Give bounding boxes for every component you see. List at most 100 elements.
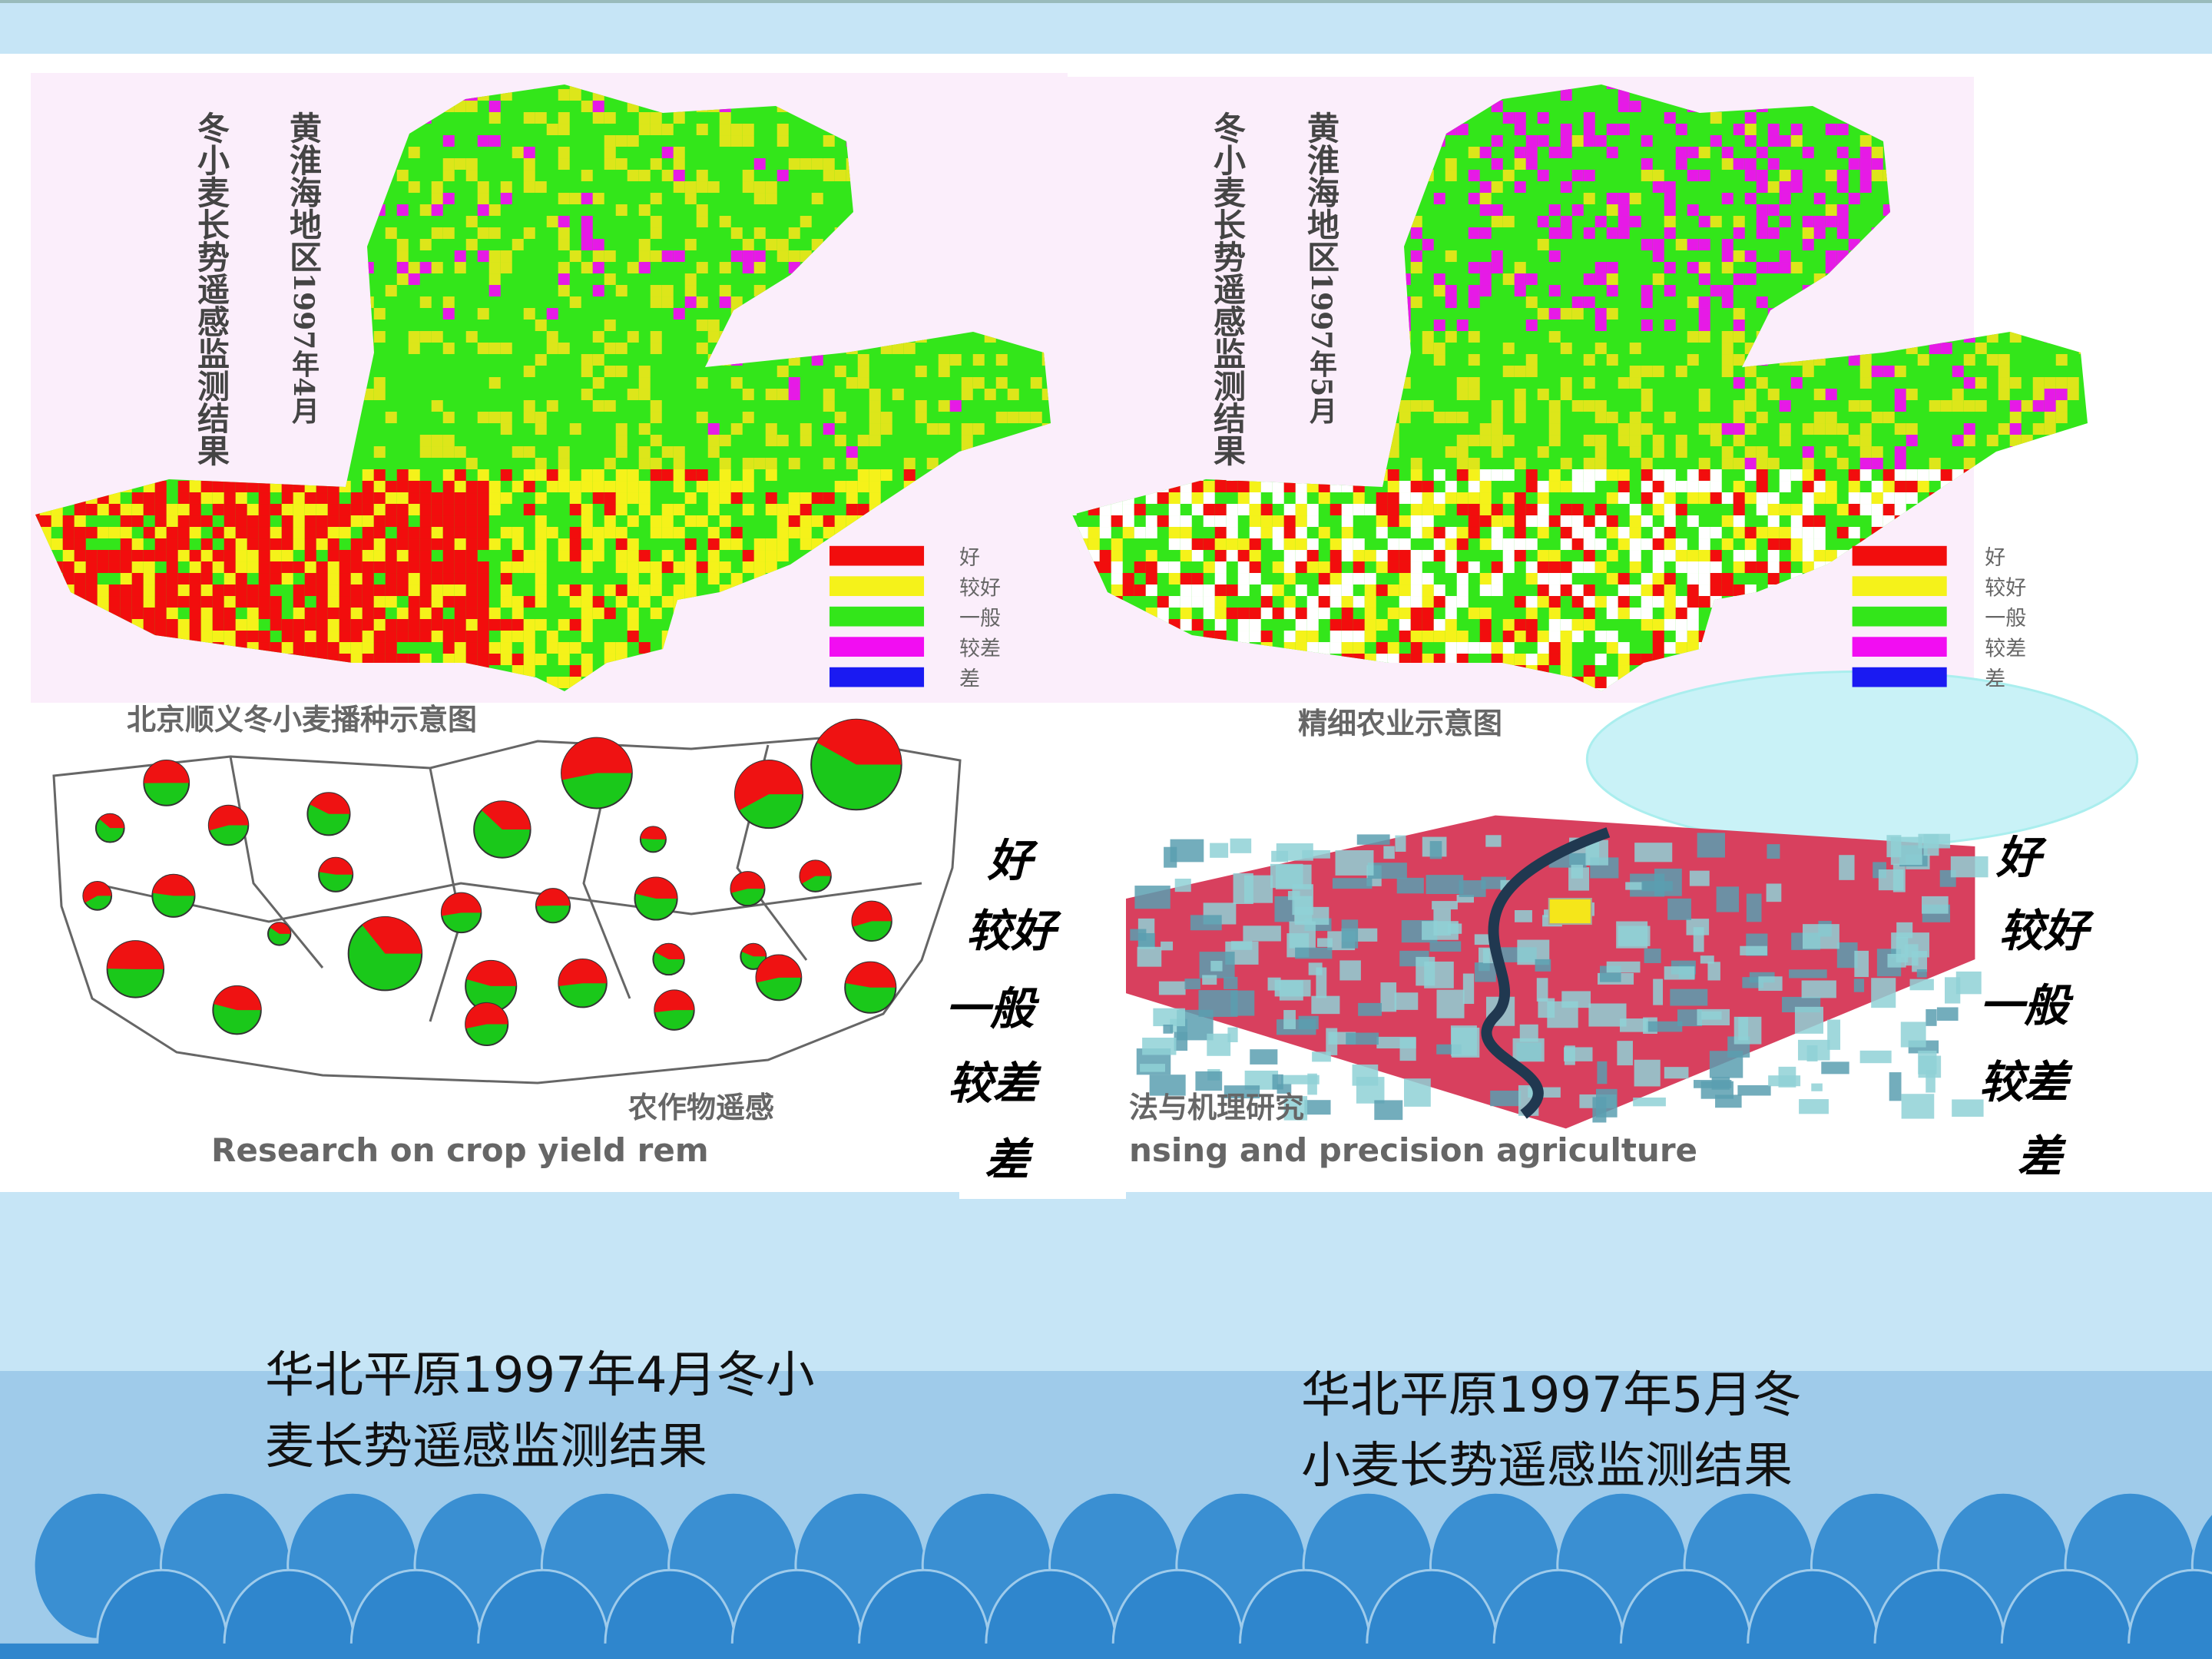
map-pixel <box>1537 446 1549 459</box>
map-pixel <box>707 423 720 435</box>
map-pixel <box>627 389 639 401</box>
map-pixel <box>1583 584 1595 597</box>
map-pixel <box>281 573 293 585</box>
map-pixel <box>131 596 144 608</box>
map-pixel <box>1525 481 1538 493</box>
map-pixel <box>1364 504 1376 516</box>
map-pixel <box>385 573 397 585</box>
map-pixel <box>108 561 121 574</box>
map-pixel <box>1330 573 1342 585</box>
map-pixel <box>650 331 662 343</box>
map-pixel <box>419 584 432 597</box>
map-pixel <box>2055 400 2068 412</box>
map-date: 1997年4月 <box>287 273 320 424</box>
map-pixel <box>1410 550 1422 562</box>
satellite-pixel <box>1641 881 1673 892</box>
map-pixel <box>385 227 397 240</box>
map-pixel <box>1629 504 1641 516</box>
map-pixel <box>673 481 685 493</box>
map-pixel <box>373 608 386 620</box>
map-pixel <box>1422 631 1434 643</box>
map-pixel <box>811 515 823 528</box>
map-pixel <box>1318 561 1330 574</box>
map-pixel <box>189 573 201 585</box>
map-pixel <box>500 642 512 654</box>
map-pixel <box>500 193 512 205</box>
map-pixel <box>661 446 674 459</box>
map-pixel <box>166 584 178 597</box>
map-pixel <box>1802 492 1814 505</box>
map-pixel <box>419 631 432 643</box>
map-pixel <box>1664 492 1676 505</box>
map-pixel <box>903 343 916 355</box>
map-pixel <box>569 596 581 608</box>
map-pixel <box>1594 135 1607 147</box>
map-pixel <box>523 412 535 424</box>
satellite-pixel <box>1481 876 1507 889</box>
map-pixel <box>535 112 547 124</box>
map-pixel <box>1813 423 1826 435</box>
map-pixel <box>972 423 985 435</box>
map-pixel <box>1583 481 1595 493</box>
map-pixel <box>442 481 455 493</box>
map-pixel <box>339 561 351 574</box>
map-pixel <box>1422 331 1434 343</box>
map-pixel <box>270 504 282 516</box>
map-pixel <box>350 550 363 562</box>
map-pixel <box>1641 423 1653 435</box>
map-pixel <box>1445 550 1457 562</box>
map-pixel <box>1548 654 1561 666</box>
map-pixel <box>1191 584 1204 597</box>
map-pixel <box>1721 262 1734 274</box>
map-pixel <box>465 538 478 551</box>
map-pixel <box>488 642 501 654</box>
map-pixel <box>143 550 155 562</box>
map-pixel <box>1652 596 1664 608</box>
map-pixel <box>961 389 973 401</box>
map-pixel <box>419 619 432 631</box>
map-pixel <box>1802 469 1814 482</box>
map-pixel <box>1226 504 1238 516</box>
map-pixel <box>546 631 558 643</box>
satellite-pixel <box>1224 976 1238 989</box>
map-pixel <box>431 538 443 551</box>
map-pixel <box>581 515 593 528</box>
map-pixel <box>1618 608 1630 620</box>
map-pixel <box>477 608 489 620</box>
map-pixel <box>569 193 581 205</box>
map-pixel <box>1767 262 1780 274</box>
map-pixel <box>1111 573 1123 585</box>
map-pixel <box>1422 492 1434 505</box>
satellite-pixel <box>1374 1100 1403 1121</box>
map-pixel <box>1502 642 1515 654</box>
map-pixel <box>431 504 443 516</box>
map-pixel <box>1537 573 1549 585</box>
map-pixel <box>581 631 593 643</box>
map-pixel <box>1433 469 1445 482</box>
map-pixel <box>373 584 386 597</box>
map-pixel <box>765 435 777 447</box>
map-pixel <box>1606 596 1618 608</box>
map-pixel <box>1606 469 1618 482</box>
map-pixel <box>765 538 777 551</box>
map-pixel <box>592 527 604 539</box>
map-pixel <box>592 354 604 366</box>
map-pixel <box>454 492 466 505</box>
map-pixel <box>673 250 685 263</box>
map-pixel <box>1606 308 1618 320</box>
map-pixel <box>1502 492 1515 505</box>
map-pixel <box>800 538 812 551</box>
satellite-pixel <box>1358 1002 1382 1016</box>
map-pixel <box>1744 158 1757 171</box>
map-pixel <box>961 377 973 389</box>
map-pixel <box>396 527 409 539</box>
map-pixel <box>1744 366 1757 378</box>
map-pixel <box>1479 181 1492 194</box>
map-pixel <box>373 550 386 562</box>
satellite-pixel <box>1758 976 1783 992</box>
map-pixel <box>1721 538 1734 551</box>
map-pixel <box>742 124 754 136</box>
map-pixel <box>258 515 270 528</box>
map-pixel <box>1871 492 1883 505</box>
map-pixel <box>638 250 651 263</box>
